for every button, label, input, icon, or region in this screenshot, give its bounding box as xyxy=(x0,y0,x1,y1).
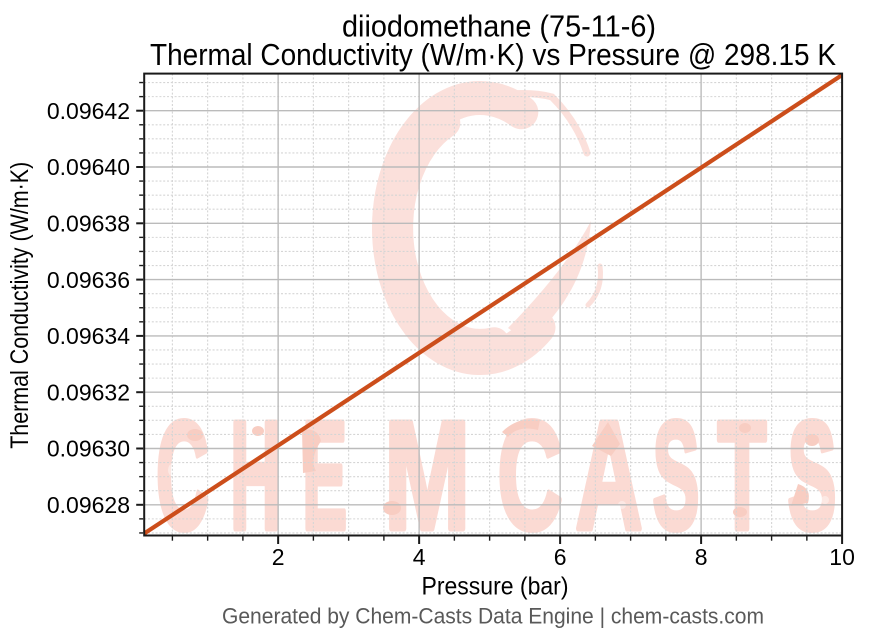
svg-text:6: 6 xyxy=(554,544,567,570)
svg-text:0.09642: 0.09642 xyxy=(47,98,130,124)
svg-text:0.09634: 0.09634 xyxy=(47,323,130,349)
svg-text:4: 4 xyxy=(413,544,426,570)
svg-text:0.09628: 0.09628 xyxy=(47,492,130,518)
svg-text:0.09636: 0.09636 xyxy=(47,267,130,293)
svg-text:Generated by Chem-Casts Data E: Generated by Chem-Casts Data Engine | ch… xyxy=(222,604,764,629)
svg-text:0.09630: 0.09630 xyxy=(47,436,130,462)
svg-text:10: 10 xyxy=(829,544,855,570)
svg-text:Thermal Conductivity (W/m·K): Thermal Conductivity (W/m·K) xyxy=(6,162,34,449)
svg-text:0.09638: 0.09638 xyxy=(47,211,130,237)
svg-text:diiodomethane (75-11-6): diiodomethane (75-11-6) xyxy=(342,8,656,43)
svg-text:8: 8 xyxy=(695,544,708,570)
svg-text:Thermal Conductivity (W/m·K) v: Thermal Conductivity (W/m·K) vs Pressure… xyxy=(150,37,836,72)
svg-text:0.09632: 0.09632 xyxy=(47,379,130,405)
svg-text:0.09640: 0.09640 xyxy=(47,154,130,180)
svg-text:Pressure (bar): Pressure (bar) xyxy=(422,573,569,601)
svg-text:2: 2 xyxy=(272,544,285,570)
